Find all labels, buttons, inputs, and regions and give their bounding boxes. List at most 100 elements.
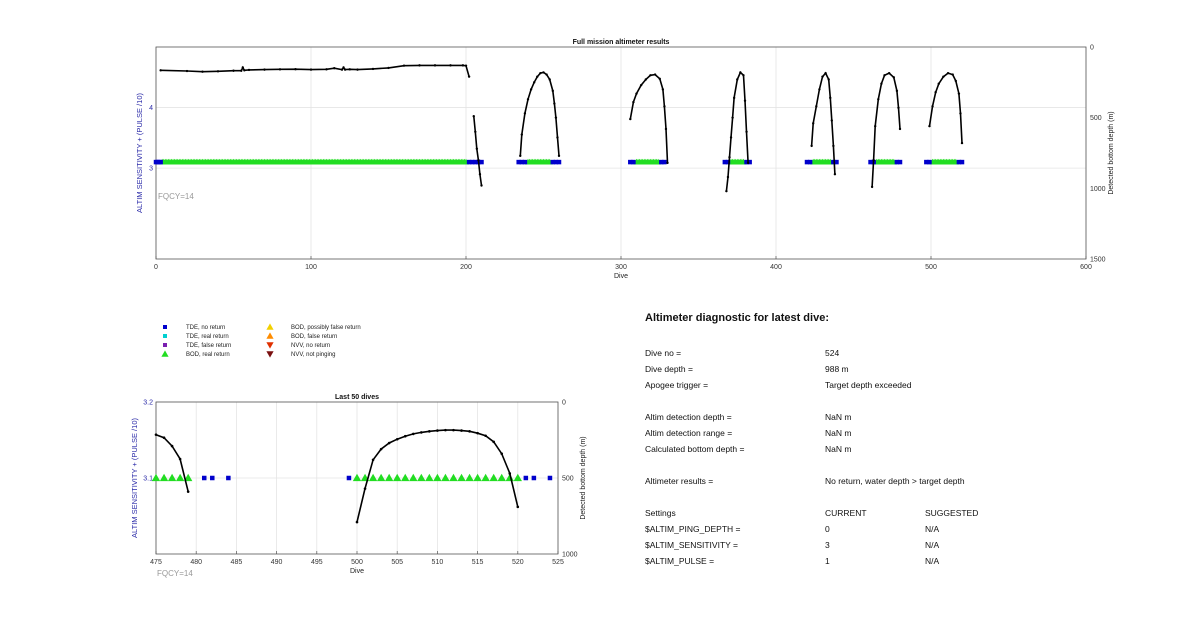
bod-real-return-marker [441,473,450,482]
bottom-depth-point [508,472,512,475]
legend-label: TDE, false return [186,343,231,349]
tde-no-return-marker [469,159,475,165]
bottom-depth-point [519,154,522,158]
bod-real-return-marker [457,473,466,482]
tde-no-return-marker [547,475,553,481]
bottom-depth-point [551,89,554,93]
diag-row-apogee-trigger: Apogee trigger = Target depth exceeded [645,380,1065,392]
bottom-depth-point [395,437,399,441]
bottom-depth-point [644,78,647,81]
x-tick-label: 500 [925,264,937,271]
settings-suggested: N/A [925,556,940,566]
diag-row-altimeter-results: Altimeter results = No return, water dep… [645,476,1065,488]
fqcy-annotation: FQCY=14 [158,192,194,201]
y-tick-label: 3 [149,166,153,173]
y-tick-label: 4 [149,105,153,112]
bottom-depth-point [928,124,931,128]
bottom-depth-point [379,447,383,451]
bottom-depth-point [954,79,957,83]
tde-no-return-marker [956,159,962,165]
bottom-depth-point [731,116,734,119]
tde-no-return-marker [210,475,215,481]
tde-no-return-marker [226,475,231,481]
legend-item: NVV, not pinging [266,351,335,358]
diag-label: Altim detection depth = [645,412,732,422]
legend-item: TDE, real return [163,334,229,340]
diagnostic-title: Altimeter diagnostic for latest dive: [645,312,829,324]
bod-real-return-marker [384,473,394,482]
bottom-depth-point [725,189,728,193]
x-tick-label: 300 [615,264,627,271]
settings-current: 3 [825,540,830,550]
bottom-depth-point [484,434,487,438]
bottom-depth-point [162,436,166,440]
bottom-depth-line [810,71,836,175]
tde-no-return-marker [725,159,731,165]
bottom-depth-point [371,458,375,462]
bottom-depth-point [957,92,961,95]
tde-no-return-marker [466,159,472,165]
diag-label: Dive no = [645,348,682,358]
bottom-depth-point [874,124,877,128]
bottom-depth-point [666,161,669,165]
legend-marker-triangle-up [266,323,274,330]
bod-real-return-marker [368,473,378,482]
bottom-depth-point [895,89,899,93]
last-50-dives-chart: 475 480 485 490 495 500 505 510 515 520 525 3.1 3.2 0… [130,394,587,578]
diag-value: 988 m [825,364,849,374]
bottom-depth-point [739,71,742,74]
y-axis-label: ALTIM SENSITIVITY + (PULSE /10) [130,418,139,538]
legend-marker-square [163,334,167,338]
bottom-depth-point [883,74,886,77]
bottom-depth-point [729,136,733,139]
bottom-depth-point [887,71,891,75]
settings-label: $ALTIM_SENSITIVITY = [645,540,738,550]
tde-no-return-marker [868,159,873,165]
bottom-depth-point [420,431,423,434]
tde-no-return-marker [556,159,562,165]
bottom-depth-point [477,158,480,162]
bottom-depth-point [663,105,666,108]
bottom-depth-point [333,67,336,70]
bottom-depth-point [812,122,815,125]
diag-row-altim-detection-range: Altim detection range = NaN m [645,428,1065,440]
settings-suggested: N/A [925,540,940,550]
bottom-depth-point [467,75,471,78]
tde-no-return-marker [522,159,528,165]
bottom-depth-point [468,430,471,433]
x-tick-label: 490 [271,559,283,566]
y-axis-label: ALTIM SENSITIVITY + (PULSE /10) [135,93,144,213]
tde-no-return-marker [346,475,352,481]
bottom-depth-point [402,64,406,67]
bod-real-return-marker [409,473,418,482]
bod-real-return-marker [167,473,177,482]
legend: TDE, no return TDE, real return TDE, false… [161,323,361,358]
bod-real-return-marker [449,473,458,482]
bod-real-return-marker [473,473,482,482]
legend-marker-triangle-down [266,342,274,349]
bottom-depth-point [960,141,964,145]
bottom-depth-point [815,105,818,108]
bottom-depth-point [216,70,220,73]
bottom-depth-point [428,430,431,433]
tde-no-return-marker [531,475,537,481]
bottom-depth-point [387,66,390,70]
bottom-depth-point [746,161,750,165]
settings-header: Settings CURRENT SUGGESTED [645,508,1065,520]
legend-item: NVV, no return [266,342,330,349]
legend-marker-triangle-up [266,332,274,339]
bottom-depth-line [629,73,669,163]
settings-suggested: N/A [925,524,940,534]
bottom-depth-point [520,133,523,136]
fqcy-annotation: FQCY=14 [157,569,193,578]
tde-no-return-marker [631,159,636,165]
bottom-depth-point [403,434,407,438]
bottom-depth-point [743,99,747,102]
bottom-depth-line [871,72,901,187]
legend-label: TDE, real return [186,334,229,340]
diag-label: Calculated bottom depth = [645,444,745,454]
x-tick-label: 480 [190,559,202,566]
bottom-depth-point [870,185,874,189]
bottom-depth-point [278,68,282,71]
y2-tick-label: 0 [1090,45,1094,52]
